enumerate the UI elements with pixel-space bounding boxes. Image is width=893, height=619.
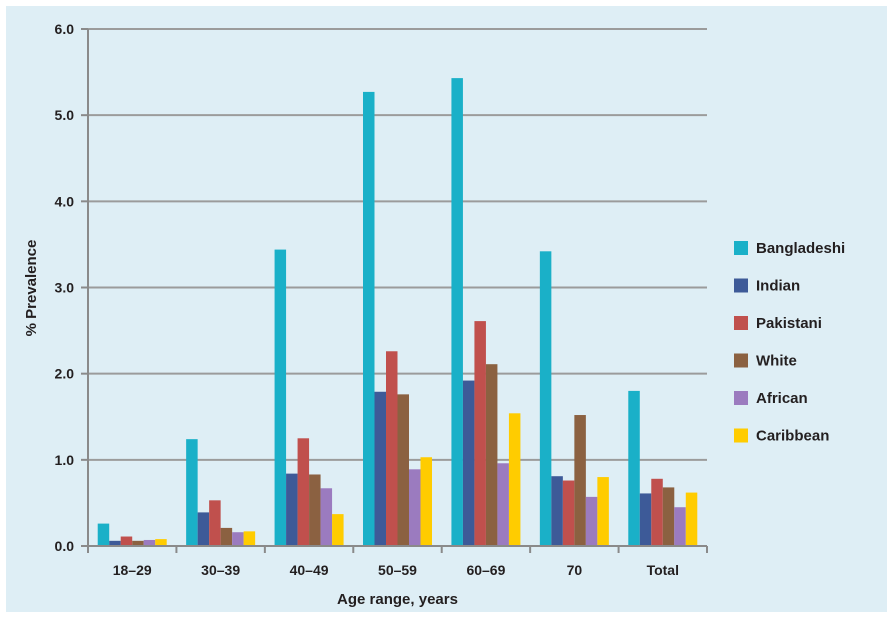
bar-caribbean <box>243 531 256 546</box>
bar-bangladeshi <box>451 78 463 547</box>
bar-caribbean <box>685 492 698 546</box>
bar-white <box>309 474 321 546</box>
bar-bangladeshi <box>97 523 110 546</box>
bar-bangladeshi <box>363 91 375 546</box>
bar-african <box>585 496 598 546</box>
legend-label-pakistani: Pakistani <box>756 315 822 332</box>
legend-swatch-white <box>734 353 748 368</box>
legend-swatch-pakistani <box>734 316 748 330</box>
x-tick-label: 18–29 <box>113 562 152 578</box>
bar-white <box>220 527 233 546</box>
bar-white <box>662 487 675 546</box>
bar-pakistani <box>386 351 398 546</box>
bar-african <box>232 532 244 546</box>
bar-african <box>320 488 333 546</box>
x-axis-title: Age range, years <box>337 591 458 608</box>
y-tick-label: 0.0 <box>55 538 75 554</box>
x-tick-label: 40–49 <box>290 562 329 578</box>
bar-bangladeshi <box>539 251 552 546</box>
bar-pakistani <box>474 321 486 546</box>
bar-indian <box>462 380 475 546</box>
x-tick-label: 50–59 <box>378 562 417 578</box>
legend-label-bangladeshi: Bangladeshi <box>756 240 845 257</box>
bar-indian <box>286 473 298 546</box>
legend-label-white: White <box>756 353 797 370</box>
bar-caribbean <box>155 539 167 546</box>
legend-swatch-african <box>734 391 748 405</box>
bar-indian <box>197 512 210 546</box>
x-tick-label: 30–39 <box>201 562 240 578</box>
y-tick-label: 5.0 <box>55 107 75 123</box>
bar-bangladeshi <box>274 249 287 546</box>
legend: Bangladeshi Indian Pakistani White African Ca… <box>734 240 845 445</box>
bar-pakistani <box>120 536 133 546</box>
bar-caribbean <box>508 413 521 546</box>
x-tick-label: 60–69 <box>466 562 505 578</box>
bar-indian <box>109 540 121 546</box>
bar-bangladeshi <box>186 439 198 546</box>
x-tick-label: Total <box>647 562 679 578</box>
chart-panel <box>6 6 887 612</box>
bar-indian <box>551 476 563 546</box>
bar-caribbean <box>597 477 609 546</box>
bar-pakistani <box>297 438 310 546</box>
tick-labels: 0.0 1.0 2.0 3.0 4.0 5.0 6.0 18–29 30–39 40–49 50–5… <box>55 21 679 578</box>
bar-indian <box>639 493 652 546</box>
bar-bangladeshi <box>628 390 640 546</box>
legend-label-caribbean: Caribbean <box>756 428 829 445</box>
bar-caribbean <box>420 457 432 546</box>
y-tick-label: 1.0 <box>55 452 75 468</box>
bar-pakistani <box>562 480 575 546</box>
legend-swatch-indian <box>734 278 748 293</box>
y-axis-title: % Prevalence <box>23 240 40 337</box>
bar-african <box>409 469 421 546</box>
bar-pakistani <box>651 478 663 546</box>
axes <box>81 28 708 553</box>
bar-white <box>132 540 144 546</box>
y-tick-label: 4.0 <box>55 193 75 209</box>
legend-swatch-caribbean <box>734 428 748 443</box>
legend-swatch-bangladeshi <box>734 241 748 255</box>
bar-white <box>485 364 498 546</box>
bar-african <box>497 463 509 546</box>
x-tick-label: 70 <box>567 562 583 578</box>
bars <box>97 78 698 547</box>
bar-white <box>574 415 586 546</box>
legend-label-indian: Indian <box>756 278 800 295</box>
bar-white <box>397 394 409 546</box>
y-tick-label: 6.0 <box>55 21 75 37</box>
legend-label-african: African <box>756 390 808 407</box>
bar-indian <box>374 391 386 546</box>
bar-african <box>674 507 686 546</box>
y-tick-label: 3.0 <box>55 280 75 296</box>
bar-pakistani <box>209 500 221 546</box>
bar-caribbean <box>332 514 344 546</box>
bar-african <box>143 539 156 546</box>
y-tick-label: 2.0 <box>55 366 75 382</box>
